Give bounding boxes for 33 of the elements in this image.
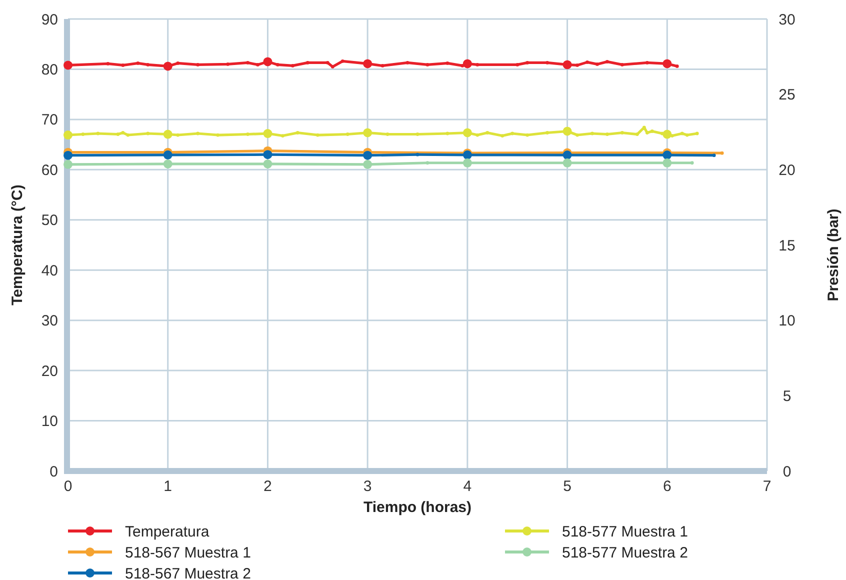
y-tick-label: 30 [41,312,58,330]
x-tick-label: 3 [363,478,372,495]
x-tick-label: 7 [762,478,772,495]
y-tick-label: 0 [50,463,58,480]
y-tick-label: 90 [41,11,58,28]
x-tick-label: 1 [164,478,172,495]
y2-tick-label: 10 [778,312,796,330]
y2-tick-label: 5 [782,388,792,405]
y2-tick-label: 20 [778,162,796,179]
legend-label: 518-577 Muestra 2 [562,544,688,562]
y-tick-label: 70 [41,112,58,129]
legend-label: Temperatura [125,523,210,540]
y2-tick-label: 15 [778,237,796,254]
x-axis-title: Tiempo (horas) [363,499,472,516]
y2-tick-label: 25 [778,86,796,104]
y-axis-title: Temperatura (°C) [9,184,26,306]
legend-label: 518-567 Muestra 2 [125,565,251,580]
x-tick-label: 0 [64,478,72,495]
y2-tick-label: 30 [778,11,796,28]
x-tick-label: 5 [563,478,572,495]
y2-tick-label: 0 [782,463,792,480]
y-tick-label: 80 [41,61,58,78]
y-tick-label: 50 [41,212,58,230]
x-tick-label: 6 [662,478,672,495]
legend-label: 518-567 Muestra 1 [125,544,251,562]
y2-axis-title: Presión (bar) [825,208,842,302]
legend-label: 518-577 Muestra 1 [562,523,688,540]
x-tick-label: 2 [264,478,272,495]
y-tick-label: 60 [41,162,58,179]
y-tick-label: 20 [41,362,58,380]
y-tick-label: 40 [41,262,58,280]
x-tick-label: 4 [463,478,472,495]
y-tick-label: 10 [41,413,58,430]
